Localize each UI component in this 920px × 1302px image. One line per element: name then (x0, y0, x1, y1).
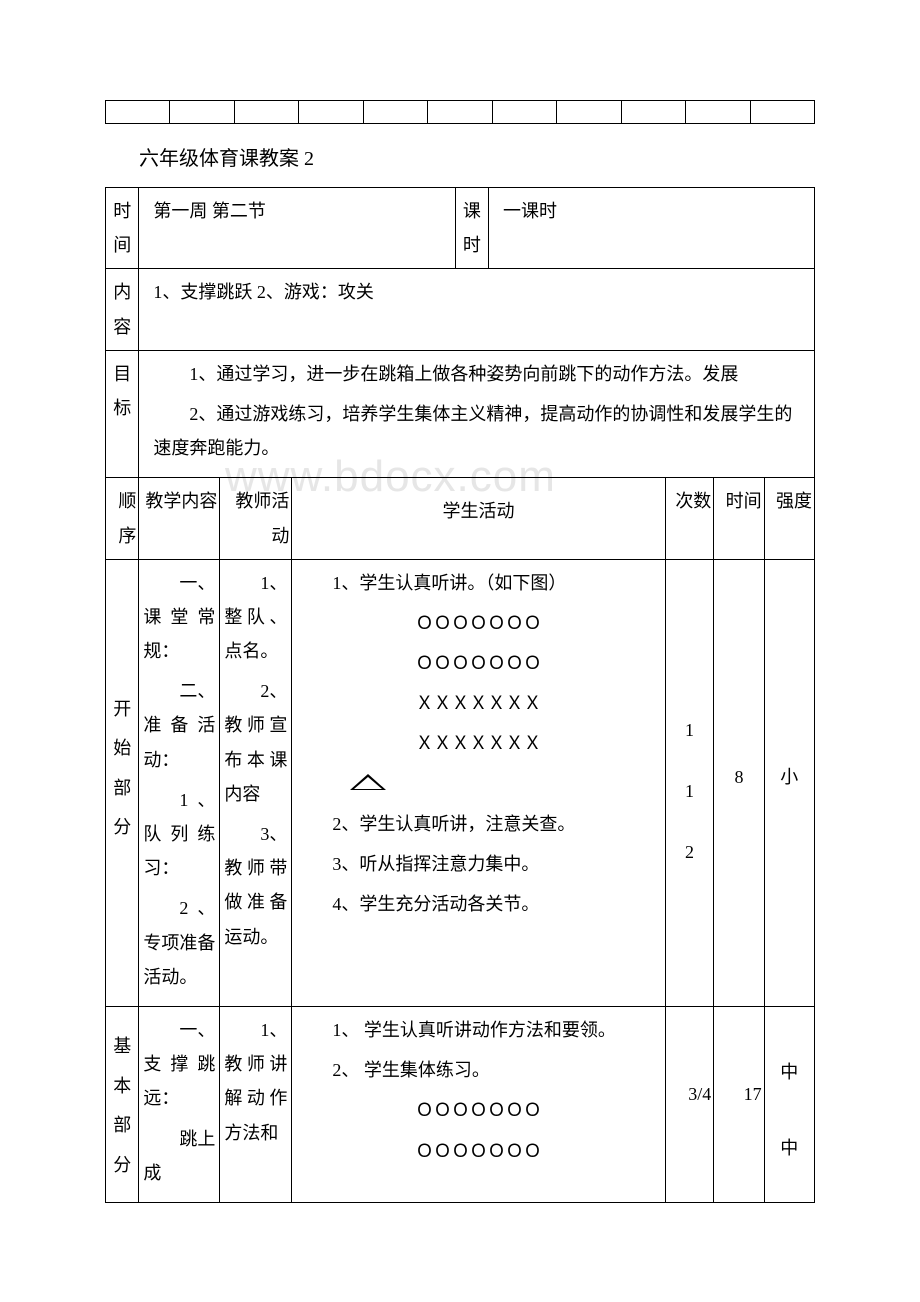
row-basic-section: 基本部分 一、支撑跳远：跳上成 1、教师讲解动作方法和 1、 学生认真听讲动作方… (106, 1006, 815, 1202)
label-period: 课时 (455, 188, 488, 269)
col-student-act: 学生活动 (292, 478, 665, 559)
empty-cell (170, 101, 234, 124)
empty-cell (492, 101, 556, 124)
value-time: 第一周 第二节 (139, 188, 455, 269)
empty-cell (750, 101, 814, 124)
col-order: 顺序 (106, 478, 139, 559)
lesson-title: 六年级体育课教案 2 (139, 142, 815, 171)
label-time: 时间 (106, 188, 139, 269)
empty-header-table (105, 100, 815, 124)
col-intensity: 强度 (764, 478, 814, 559)
empty-cell (363, 101, 427, 124)
label-goal: 目标 (106, 350, 139, 478)
empty-cell (106, 101, 170, 124)
col-duration: 时间 (714, 478, 764, 559)
col-times: 次数 (665, 478, 714, 559)
value-content: 1、支撑跳跃 2、游戏：攻关 (139, 269, 815, 350)
value-period: 一课时 (488, 188, 814, 269)
empty-cell (557, 101, 621, 124)
value-goal: 1、通过学习，进一步在跳箱上做各种姿势向前跳下的动作方法。发展 2、通过游戏练习… (139, 350, 815, 478)
empty-cell (428, 101, 492, 124)
label-content: 内容 (106, 269, 139, 350)
col-teacher-act: 教师活动 (220, 478, 292, 559)
empty-cell (686, 101, 750, 124)
empty-cell (299, 101, 363, 124)
empty-cell (234, 101, 298, 124)
lesson-plan-table: 时间 第一周 第二节 课时 一课时 内容 1、支撑跳跃 2、游戏：攻关 目标 1… (105, 187, 815, 1203)
empty-cell (621, 101, 685, 124)
triangle-icon (350, 774, 386, 790)
col-teach-content: 教学内容 (139, 478, 220, 559)
row-start-section: 开始部分 一、课堂常规：二、准备活动：1、队列练习：2、专项准备活动。 1、整队… (106, 559, 815, 1006)
